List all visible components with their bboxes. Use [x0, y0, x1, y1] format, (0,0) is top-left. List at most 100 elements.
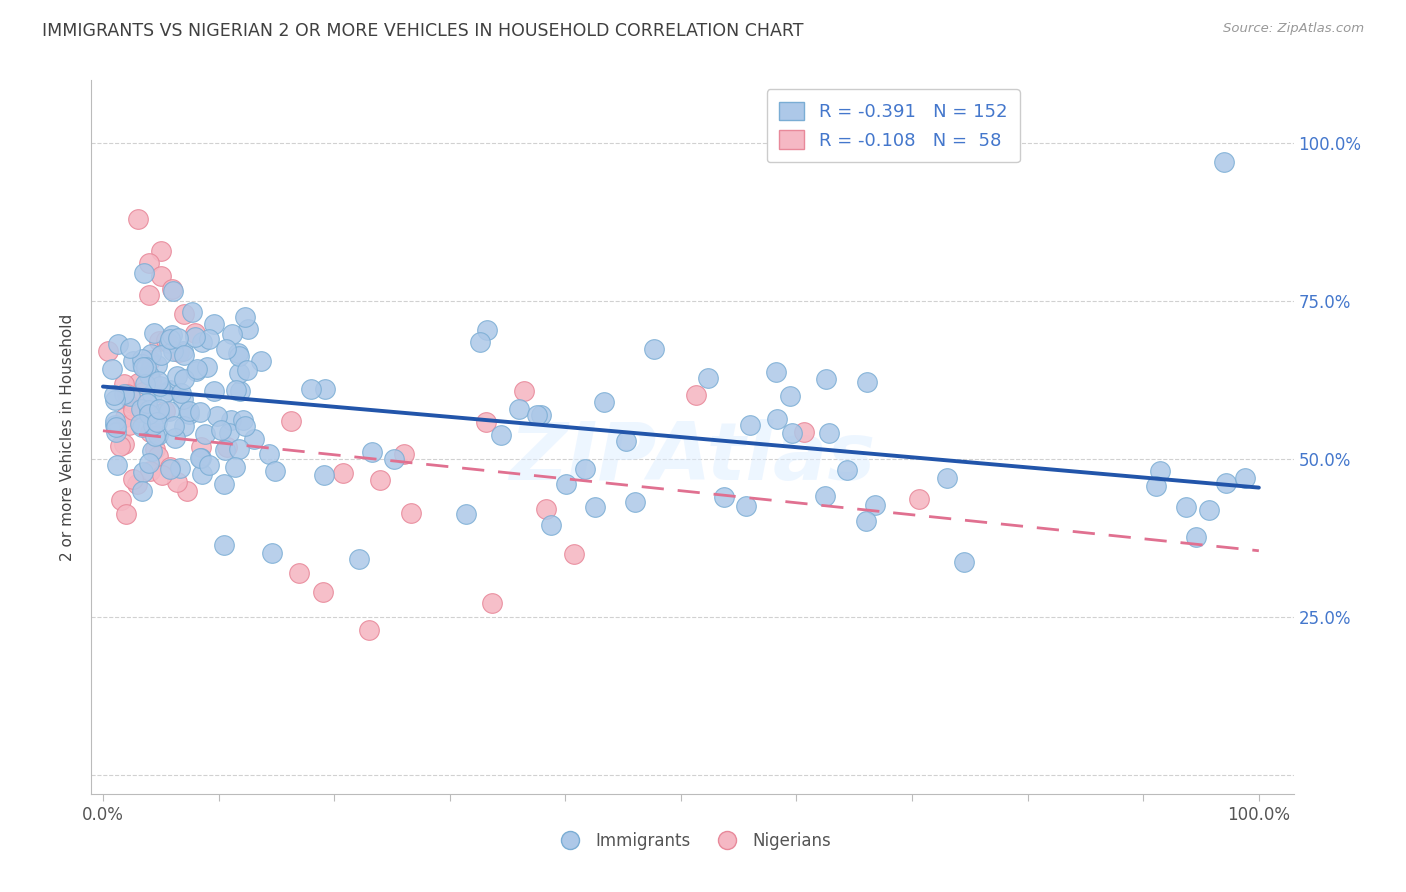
Point [280, 414, 302, 428]
Point [157, 404, 180, 418]
Point [101, 361, 124, 376]
Point [530, 409, 553, 423]
Point [214, 443, 236, 458]
Point [148, 334, 170, 348]
Point [219, 413, 242, 427]
Point [643, 342, 665, 356]
Point [107, 458, 129, 472]
Point [139, 464, 162, 478]
Point [150, 348, 173, 362]
Point [765, 365, 787, 379]
Point [454, 507, 477, 521]
Point [1198, 503, 1220, 517]
Point [179, 408, 201, 422]
Point [131, 483, 153, 498]
Point [235, 310, 257, 325]
Point [166, 331, 188, 345]
Point [212, 538, 235, 552]
Point [131, 419, 153, 434]
Point [169, 345, 191, 359]
Point [166, 475, 188, 489]
Point [131, 360, 153, 375]
Point [1213, 155, 1236, 169]
Point [347, 552, 370, 566]
Point [218, 426, 240, 441]
Point [1185, 530, 1208, 544]
Point [132, 465, 155, 479]
Point [159, 459, 181, 474]
Point [129, 401, 152, 416]
Point [1146, 479, 1168, 493]
Point [153, 404, 176, 418]
Point [235, 418, 257, 433]
Point [225, 383, 247, 397]
Point [188, 451, 211, 466]
Point [141, 347, 163, 361]
Point [202, 384, 225, 398]
Point [224, 459, 246, 474]
Point [357, 623, 380, 637]
Point [127, 212, 149, 227]
Point [229, 384, 252, 398]
Point [136, 396, 159, 410]
Point [793, 425, 815, 439]
Point [159, 336, 181, 351]
Point [814, 372, 837, 386]
Point [139, 375, 162, 389]
Point [152, 385, 174, 400]
Point [935, 470, 957, 484]
Point [159, 332, 181, 346]
Point [481, 596, 503, 610]
Point [110, 492, 132, 507]
Point [574, 462, 596, 476]
Point [184, 326, 207, 340]
Point [129, 405, 152, 419]
Point [146, 427, 169, 442]
Point [202, 318, 225, 332]
Point [540, 517, 562, 532]
Point [314, 382, 336, 396]
Point [138, 407, 160, 421]
Point [138, 456, 160, 470]
Point [121, 393, 143, 408]
Point [260, 546, 283, 560]
Point [392, 446, 415, 460]
Point [131, 352, 153, 367]
Point [228, 349, 250, 363]
Point [623, 495, 645, 509]
Point [236, 322, 259, 336]
Point [173, 307, 195, 321]
Point [125, 477, 148, 491]
Point [184, 330, 207, 344]
Point [170, 386, 193, 401]
Point [814, 489, 837, 503]
Point [121, 396, 143, 410]
Point [159, 384, 181, 398]
Point [474, 415, 496, 429]
Point [863, 498, 886, 512]
Point [180, 304, 202, 318]
Point [139, 425, 162, 440]
Point [526, 408, 548, 422]
Point [172, 392, 194, 407]
Point [782, 426, 804, 441]
Point [779, 389, 801, 403]
Point [163, 431, 186, 445]
Point [314, 467, 336, 482]
Point [169, 460, 191, 475]
Point [162, 418, 184, 433]
Point [149, 379, 172, 393]
Point [263, 464, 285, 478]
Point [215, 342, 238, 356]
Point [250, 354, 273, 368]
Point [228, 442, 250, 456]
Point [186, 364, 208, 378]
Point [173, 418, 195, 433]
Point [118, 341, 141, 355]
Point [149, 268, 172, 283]
Point [122, 402, 145, 417]
Point [155, 333, 177, 347]
Point [194, 427, 217, 442]
Point [129, 417, 152, 432]
Point [135, 359, 157, 374]
